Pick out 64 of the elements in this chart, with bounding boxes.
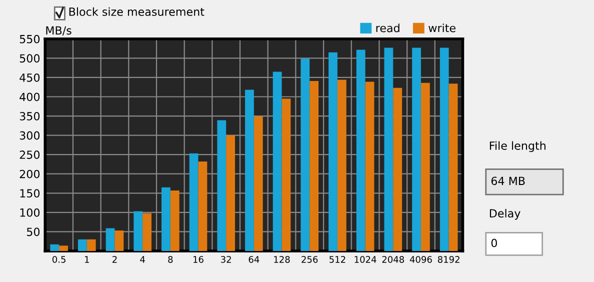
bar bbox=[448, 84, 458, 251]
x-tick-label: 32 bbox=[221, 256, 231, 263]
x-tick-label: 256 bbox=[302, 256, 318, 263]
y-tick-label: 300 bbox=[20, 131, 40, 140]
x-tick-label: 512 bbox=[330, 256, 346, 263]
y-tick-label: 150 bbox=[20, 189, 40, 198]
y-tick-label: 250 bbox=[20, 150, 40, 159]
bar bbox=[217, 120, 226, 251]
bar bbox=[365, 82, 374, 251]
text: 64 MB bbox=[491, 176, 525, 186]
bar bbox=[170, 190, 180, 251]
y-tick-label: 200 bbox=[20, 170, 40, 178]
bar bbox=[337, 80, 346, 251]
bar bbox=[300, 58, 310, 251]
y-tick-label: 500 bbox=[20, 54, 40, 63]
y-tick-label: 100 bbox=[20, 208, 40, 217]
bar bbox=[106, 228, 115, 251]
bar bbox=[272, 72, 282, 251]
bar bbox=[142, 213, 152, 251]
bar bbox=[356, 50, 366, 251]
bar bbox=[440, 48, 449, 251]
bar bbox=[420, 82, 430, 251]
text: Block size measurement bbox=[69, 7, 204, 16]
y-tick-label: 400 bbox=[20, 92, 40, 102]
text: Delay bbox=[490, 208, 520, 220]
x-tick-label: 2 bbox=[112, 256, 117, 263]
y-tick-label: 550 bbox=[20, 34, 40, 44]
x-tick-label: 1 bbox=[85, 256, 89, 263]
text: 0 bbox=[491, 238, 497, 248]
x-tick-label: 128 bbox=[274, 256, 290, 263]
bar bbox=[254, 116, 263, 251]
y-tick-label: 50 bbox=[27, 228, 40, 236]
bar bbox=[384, 48, 394, 251]
x-tick-label: 4096 bbox=[410, 256, 432, 263]
x-tick-label: 16 bbox=[194, 256, 204, 263]
bar bbox=[282, 98, 291, 251]
bar bbox=[310, 80, 319, 251]
text: File length bbox=[490, 141, 546, 152]
legend-label: read bbox=[376, 24, 400, 32]
bar bbox=[162, 187, 170, 251]
x-tick-label: 4 bbox=[140, 256, 145, 263]
x-tick-label: 0.5 bbox=[52, 256, 66, 263]
bar bbox=[189, 153, 198, 251]
bar bbox=[114, 230, 124, 251]
x-tick-label: 8192 bbox=[438, 256, 460, 263]
bar bbox=[412, 48, 421, 251]
bar bbox=[198, 162, 208, 251]
x-tick-label: 64 bbox=[248, 256, 260, 263]
x-tick-label: 8 bbox=[168, 256, 173, 263]
x-tick-label: 1024 bbox=[354, 256, 376, 263]
y-tick-label: 450 bbox=[20, 73, 40, 82]
bar bbox=[245, 90, 254, 251]
bar bbox=[393, 88, 402, 251]
bar bbox=[86, 239, 96, 251]
bar bbox=[226, 135, 236, 251]
legend-label: write bbox=[428, 24, 456, 32]
bar bbox=[59, 246, 68, 251]
bar bbox=[50, 244, 60, 251]
bar bbox=[328, 52, 338, 251]
bar bbox=[78, 239, 87, 251]
x-tick-label: 2048 bbox=[382, 256, 404, 263]
y-axis-title: MB/s bbox=[46, 26, 72, 36]
y-tick-label: 350 bbox=[20, 112, 40, 120]
bar bbox=[134, 211, 143, 251]
